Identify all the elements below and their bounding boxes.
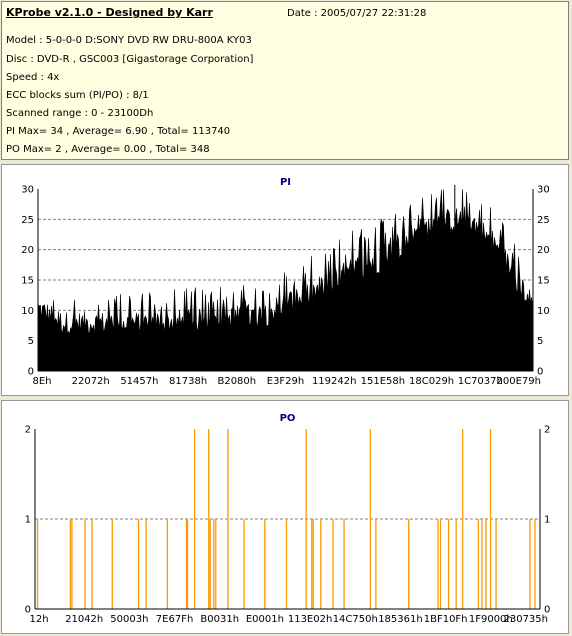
pi-xtick-label: 51457h (120, 376, 158, 387)
po-ytick-right: 1 (544, 515, 550, 526)
po-ytick-left: 2 (25, 425, 31, 436)
po-xtick-label: E0001h (246, 614, 284, 625)
speed-line: Speed : 4x (6, 72, 60, 83)
ecc-line: ECC blocks sum (PI/PO) : 8/1 (6, 90, 149, 101)
pi-chart: PI 0 0 5 5 10 10 15 15 20 20 25 25 30 30 8Eh 22072h 51457… (21, 177, 550, 387)
po-ytick-right: 0 (544, 605, 550, 616)
pi-ytick-left: 20 (21, 245, 34, 256)
pi-xtick-label: 119242h (312, 376, 357, 387)
pi-series-area (37, 188, 534, 372)
disc-line: Disc : DVD-R , GSC003 [Gigastorage Corpo… (6, 54, 254, 65)
po-xtick-label: 14C750h (333, 614, 378, 625)
pi-ytick-left: 30 (21, 185, 34, 196)
scan-date: Date : 2005/07/27 22:31:28 (287, 8, 427, 19)
pi-xtick-label: 1C7037h (458, 376, 503, 387)
po-xtick-label: 1F9000h (469, 614, 513, 625)
po-xtick-label: 7E67Fh (156, 614, 194, 625)
app-title: KProbe v2.1.0 - Designed by Karr (6, 6, 213, 19)
pi-xtick-label: B2080h (217, 376, 256, 387)
po-xtick-label: 50003h (110, 614, 148, 625)
po-summary-line: PO Max= 2 , Average= 0.00 , Total= 348 (6, 144, 210, 155)
pi-ytick-right: 15 (537, 276, 550, 287)
model-line: Model : 5-0-0-0 D:SONY DVD RW DRU-800A K… (6, 35, 252, 46)
pi-xtick-label: E3F29h (267, 376, 305, 387)
po-ytick-right: 2 (544, 425, 550, 436)
pi-ytick-left: 25 (21, 215, 34, 226)
pi-ytick-left: 15 (21, 276, 34, 287)
pi-xtick-label: 81738h (169, 376, 207, 387)
pi-xtick-label: 8Eh (32, 376, 51, 387)
pi-title: PI (280, 177, 291, 188)
pi-ytick-left: 0 (28, 367, 34, 378)
po-xtick-label: 12h (29, 614, 48, 625)
po-xtick-label: B0031h (200, 614, 239, 625)
pi-ytick-left: 10 (21, 306, 34, 317)
info-panel: KProbe v2.1.0 - Designed by Karr Date : … (1, 1, 569, 160)
pi-chart-panel: PI 0 0 5 5 10 10 15 15 20 20 25 25 30 30 8Eh 22072h 51457… (1, 164, 569, 396)
pi-ytick-right: 25 (537, 215, 550, 226)
po-chart: PO 0 0 1 1 2 2 12h 21042h 50003h 7E67Fh B0031h E0001… (25, 413, 551, 625)
po-xtick-label: 185361h (378, 614, 423, 625)
po-ytick-left: 0 (25, 605, 31, 616)
pi-xtick-label: 200E79h (497, 376, 541, 387)
pi-ytick-right: 10 (537, 306, 550, 317)
po-xtick-label: 230735h (503, 614, 548, 625)
po-chart-panel: PO 0 0 1 1 2 2 12h 21042h 50003h 7E67Fh B0031h E0001… (1, 400, 569, 634)
po-xtick-label: 21042h (65, 614, 103, 625)
po-title: PO (280, 413, 296, 424)
pi-xtick-label: 22072h (72, 376, 110, 387)
pi-summary-line: PI Max= 34 , Average= 6.90 , Total= 1137… (6, 126, 231, 137)
pi-ytick-right: 30 (537, 185, 550, 196)
pi-ytick-right: 20 (537, 245, 550, 256)
pi-xtick-label: 151E58h (361, 376, 405, 387)
pi-ytick-right: 0 (537, 367, 543, 378)
pi-ytick-left: 5 (28, 336, 34, 347)
range-line: Scanned range : 0 - 23100Dh (6, 108, 154, 119)
pi-xtick-label: 18C029h (409, 376, 454, 387)
pi-ytick-right: 5 (537, 336, 543, 347)
po-xtick-label: 1BF10Fh (424, 614, 468, 625)
po-ytick-left: 1 (25, 515, 31, 526)
po-xtick-label: 113E02h (288, 614, 332, 625)
